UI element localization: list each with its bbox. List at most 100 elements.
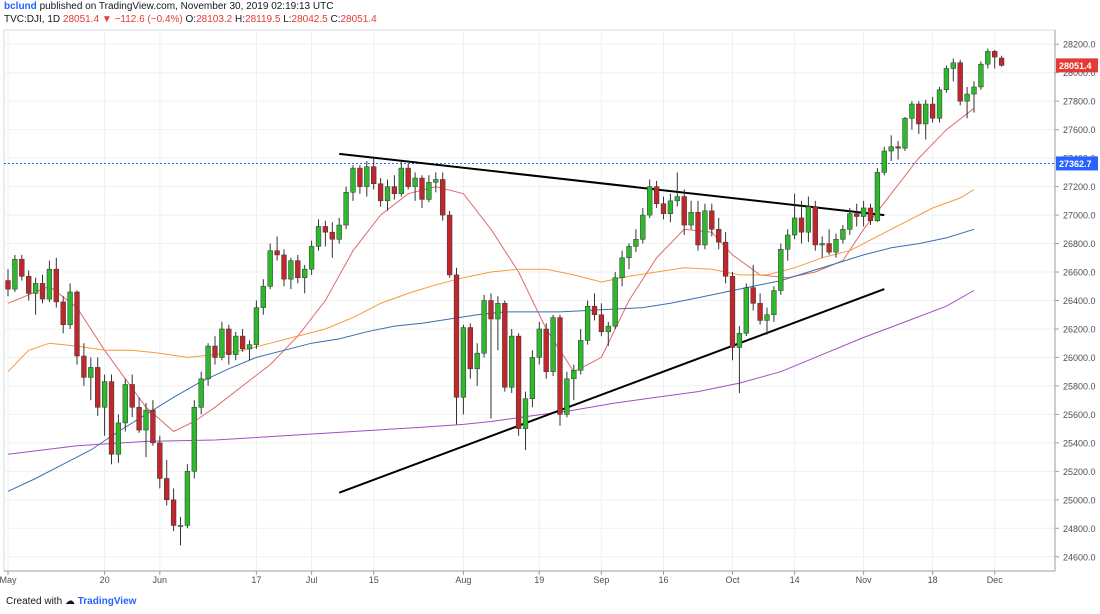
candle-body [729,276,736,348]
candle [177,516,184,546]
author-link[interactable]: bclund [4,1,37,12]
candle-body [826,243,832,253]
y-tick-label: 26000.0 [1063,353,1096,363]
candle [95,357,101,416]
candle-body [12,258,18,290]
candle-body [591,305,598,315]
candle [509,328,515,394]
x-tick-label: 20 [100,575,110,585]
candle [115,414,122,463]
candle-body [819,243,825,246]
down-arrow-icon: ▼ [101,14,112,25]
x-tick-label: Jul [306,575,318,585]
y-tick-label: 25200.0 [1063,467,1096,477]
candle [992,49,998,69]
candle [495,296,501,351]
last-price: 28051.4 [62,14,100,25]
candle [867,203,874,226]
candle [660,196,667,220]
x-tick-label: Oct [725,575,740,585]
candle [522,391,529,450]
candle [440,172,446,221]
candle [557,314,563,426]
low-label: L: [283,14,292,25]
candle [791,193,798,240]
candle [302,264,308,294]
candle [488,293,494,419]
candle-body [19,258,25,277]
candle [950,58,956,82]
candle-body [971,86,977,95]
candle-body [205,345,211,380]
y-tick-label: 25800.0 [1063,381,1096,391]
trendline-support [338,288,885,494]
candle [19,254,25,281]
candle-body [785,234,791,250]
candle [53,257,59,308]
candle-body [322,226,329,233]
candle-body [998,57,1005,66]
candle [702,203,708,250]
candle-body [522,398,529,429]
candle-body [143,409,149,431]
candle-body [805,206,812,233]
candle [895,141,901,160]
candle-body [302,268,308,278]
x-tick-label: May [0,575,17,585]
y-tick-label: 24800.0 [1063,524,1096,534]
candle-body [840,229,846,240]
candle [357,165,363,194]
tradingview-brand[interactable]: TradingView [77,596,137,607]
candle [653,180,660,208]
candle [212,336,218,365]
candle [433,172,439,193]
candle [143,403,149,458]
candle-body [529,357,536,399]
candle-body [384,186,391,202]
candle-body [978,63,984,88]
candle [819,236,825,258]
candle [805,196,812,243]
candle [874,168,881,223]
candle [578,328,584,375]
candle [322,220,329,247]
x-tick-label: 18 [928,575,938,585]
candle [798,200,805,244]
candle [219,321,225,361]
candle [860,200,867,227]
tradingview-logo-icon: ☁ [64,596,75,607]
candle [929,96,936,123]
candle-body [101,381,108,408]
y-tick-label: 27800.0 [1063,97,1096,107]
candle-body [860,207,867,217]
candle [191,400,197,479]
candle [605,321,611,347]
candle-body [233,335,239,355]
candle-body [191,407,197,472]
candle-body [743,287,749,334]
candle-body [157,442,163,479]
candle [46,260,53,302]
candle-body [239,335,246,350]
y-tick-label: 25000.0 [1063,495,1096,505]
candle-body [26,276,32,294]
candle [584,300,591,345]
candle [695,200,701,251]
candle-body [771,290,777,315]
candle-body [509,335,515,388]
candle [674,172,680,207]
candle [481,294,487,358]
candle-body [371,166,377,185]
moving-average-ma20 [7,107,975,433]
candle-body [39,283,46,300]
candle-body [619,257,625,278]
candle-body [336,224,342,240]
candle-body [364,166,370,187]
candle-body [722,241,729,277]
candle-body [377,183,384,202]
level-price-label: 27362.7 [1056,156,1098,171]
candle [274,236,280,261]
candle-body [177,525,184,527]
candle [260,279,266,315]
